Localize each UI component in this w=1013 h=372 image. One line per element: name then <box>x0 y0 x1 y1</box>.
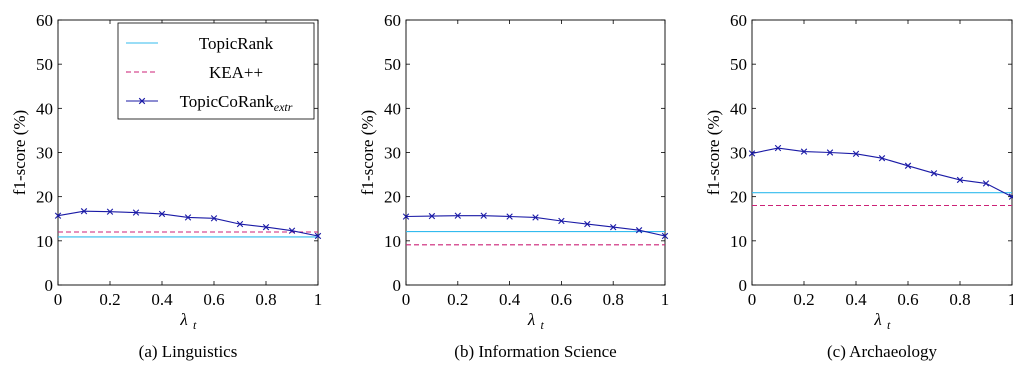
y-tick-label: 40 <box>36 99 53 118</box>
y-axis-label: f1-score (%) <box>704 110 723 195</box>
x-tick-label: 1 <box>661 290 670 309</box>
x-tick-label: 0.6 <box>551 290 572 309</box>
y-tick-label: 50 <box>36 55 53 74</box>
y-tick-label: 0 <box>739 276 748 295</box>
chart-panel-3: 0 10 20 30 40 50 60 0 0.2 0.4 0.6 0.8 1 f1-score (%) λ… <box>704 11 1013 361</box>
panel-caption: (c) Archaeology <box>827 342 937 361</box>
x-tick-label: 0 <box>54 290 63 309</box>
y-tick-label: 20 <box>730 188 747 207</box>
y-tick-label: 30 <box>384 144 401 163</box>
x-axis-label: λ <box>179 310 187 329</box>
y-tick-label: 30 <box>36 144 53 163</box>
x-tick-label: 1 <box>314 290 323 309</box>
x-axis-label-subscript: t <box>541 318 545 332</box>
x-tick-label: 0.6 <box>203 290 224 309</box>
panel-caption: (a) Linguistics <box>139 342 238 361</box>
legend-label: KEA++ <box>209 63 263 82</box>
y-tick-label: 50 <box>384 55 401 74</box>
y-axis-label: f1-score (%) <box>358 110 377 195</box>
y-tick-label: 30 <box>730 144 747 163</box>
y-tick-label: 60 <box>384 11 401 30</box>
y-tick-label: 60 <box>730 11 747 30</box>
y-tick-label: 0 <box>45 276 54 295</box>
plot-frame <box>752 20 1012 285</box>
y-tick-label: 10 <box>730 232 747 251</box>
x-axis-label-subscript: t <box>193 318 197 332</box>
y-tick-label: 20 <box>384 188 401 207</box>
x-tick-label: 0 <box>402 290 411 309</box>
x-tick-label: 0.4 <box>499 290 521 309</box>
x-tick-label: 0.8 <box>949 290 970 309</box>
y-tick-label: 40 <box>730 99 747 118</box>
x-tick-label: 0 <box>748 290 757 309</box>
y-axis-label: f1-score (%) <box>10 110 29 195</box>
topiccorank-line <box>752 148 1012 197</box>
y-tick-label: 60 <box>36 11 53 30</box>
x-tick-label: 0.4 <box>845 290 867 309</box>
panel-caption: (b) Information Science <box>454 342 616 361</box>
x-tick-label: 0.2 <box>99 290 120 309</box>
x-axis-label: λ <box>527 310 535 329</box>
x-tick-label: 0.6 <box>897 290 918 309</box>
y-tick-label: 10 <box>384 232 401 251</box>
chart-panel-1: 0 10 20 30 40 50 60 0 0.2 0.4 0.6 0.8 1 f1-score (%) λ… <box>10 11 322 361</box>
x-tick-label: 0.8 <box>255 290 276 309</box>
y-tick-label: 10 <box>36 232 53 251</box>
y-tick-label: 20 <box>36 188 53 207</box>
topiccorank-line <box>406 216 665 236</box>
x-tick-label: 0.2 <box>793 290 814 309</box>
chart-panel-2: 0 10 20 30 40 50 60 0 0.2 0.4 0.6 0.8 1 f1-score (%) λ… <box>358 11 669 361</box>
x-tick-label: 1 <box>1008 290 1013 309</box>
x-tick-label: 0.2 <box>447 290 468 309</box>
legend-label: TopicRank <box>199 34 274 53</box>
x-axis-label: λ <box>873 310 881 329</box>
y-tick-label: 0 <box>393 276 402 295</box>
y-tick-label: 40 <box>384 99 401 118</box>
x-tick-label: 0.8 <box>603 290 624 309</box>
x-axis-label-subscript: t <box>887 318 891 332</box>
y-tick-label: 50 <box>730 55 747 74</box>
x-tick-label: 0.4 <box>151 290 173 309</box>
